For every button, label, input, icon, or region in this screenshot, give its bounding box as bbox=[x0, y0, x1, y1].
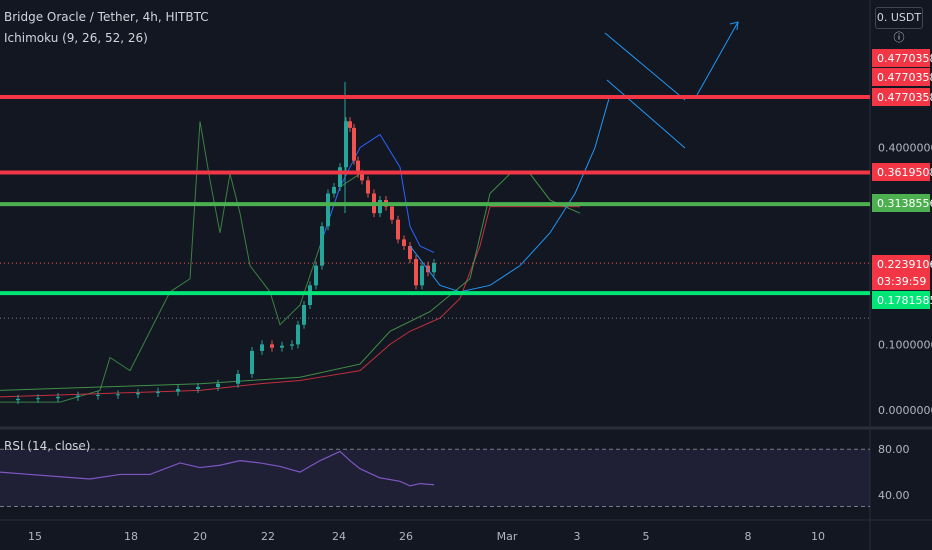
price-tag-box bbox=[872, 163, 930, 181]
rsi-level-label: 40.00 bbox=[878, 489, 910, 502]
candle-body bbox=[326, 193, 330, 227]
currency-selector[interactable]: 0. USDT ⓘ bbox=[875, 7, 923, 44]
candle-body bbox=[216, 383, 220, 388]
price-tag-box bbox=[872, 194, 930, 212]
time-axis-label: 24 bbox=[332, 530, 346, 543]
price-tag-label: 0.4770358 bbox=[877, 91, 932, 104]
time-axis-label: 20 bbox=[193, 530, 207, 543]
candle-body bbox=[270, 344, 274, 348]
time-axis-label: 3 bbox=[574, 530, 581, 543]
candle-body bbox=[260, 344, 264, 351]
candle-body bbox=[196, 387, 200, 390]
candle-body bbox=[332, 186, 336, 194]
rsi-band bbox=[0, 449, 870, 507]
projection-arrowhead bbox=[729, 21, 739, 31]
price-tag-label: 0.3619508 bbox=[877, 166, 932, 179]
rsi-level-label: 80.00 bbox=[878, 443, 910, 456]
price-tag-label: 0.3138556 bbox=[877, 197, 932, 210]
candle-body bbox=[390, 206, 394, 220]
price-tag-label: 03:39:59 bbox=[877, 275, 926, 288]
time-axis-label: Mar bbox=[497, 530, 518, 543]
time-axis-label: 5 bbox=[643, 530, 650, 543]
time-axis-label: 15 bbox=[28, 530, 42, 543]
price-tag-box bbox=[872, 291, 930, 309]
time-axis-label: 8 bbox=[745, 530, 752, 543]
candle-body bbox=[352, 127, 356, 161]
candle-body bbox=[136, 392, 140, 395]
projection-line-down-2 bbox=[606, 79, 686, 149]
price-tag-label: 0.4770358 bbox=[877, 52, 932, 65]
ichimoku-base-line bbox=[0, 206, 580, 398]
candle-body bbox=[250, 350, 254, 374]
candle-body bbox=[308, 285, 312, 306]
price-axis-label: 0.0000000 bbox=[878, 404, 932, 417]
price-tag-label: 0.2239106 bbox=[877, 258, 932, 271]
price-tag-box bbox=[872, 255, 930, 273]
price-tag-box bbox=[872, 88, 930, 106]
candle-body bbox=[420, 265, 424, 286]
candle-body bbox=[156, 391, 160, 393]
candle-body bbox=[290, 344, 294, 346]
rsi-indicator-label[interactable]: RSI (14, close) bbox=[4, 439, 91, 453]
candle-body bbox=[56, 396, 60, 399]
price-tag-label: 0.4770358 bbox=[877, 71, 932, 84]
ichimoku-lagging-span bbox=[0, 121, 361, 403]
candle-body bbox=[402, 239, 406, 246]
candle-body bbox=[320, 226, 324, 266]
candle-body bbox=[338, 167, 342, 187]
price-tag-box bbox=[872, 68, 930, 86]
time-axis-label: 26 bbox=[399, 530, 413, 543]
projection-line-down-1 bbox=[604, 32, 686, 101]
time-axis-label: 10 bbox=[811, 530, 825, 543]
projection-arc bbox=[409, 94, 611, 293]
price-axis-label: 0.1000000 bbox=[878, 338, 932, 351]
chart-title: Bridge Oracle / Tether, 4h, HITBTC bbox=[4, 10, 209, 24]
candle-body bbox=[236, 373, 240, 384]
candle-body bbox=[348, 121, 352, 128]
ichimoku-indicator-label[interactable]: Ichimoku (9, 26, 52, 26) bbox=[4, 31, 148, 45]
candle-body bbox=[360, 173, 364, 181]
candle-body bbox=[36, 398, 40, 400]
candle-body bbox=[302, 305, 306, 325]
candle-body bbox=[16, 398, 20, 401]
price-tag-box bbox=[872, 49, 930, 67]
time-axis-label: 22 bbox=[261, 530, 275, 543]
candle-body bbox=[414, 259, 418, 286]
time-axis-label: 18 bbox=[124, 530, 138, 543]
candle-body bbox=[432, 263, 436, 273]
candle-body bbox=[280, 345, 284, 348]
candle-body bbox=[344, 121, 348, 168]
candle-body bbox=[408, 245, 412, 260]
candle-body bbox=[296, 324, 300, 345]
candle-body bbox=[76, 395, 80, 397]
projection-arrow-up bbox=[696, 21, 739, 96]
candle-body bbox=[314, 265, 318, 286]
candle-body bbox=[96, 394, 100, 396]
price-tag-box bbox=[872, 272, 930, 290]
candle-body bbox=[396, 219, 400, 240]
rsi-line bbox=[0, 450, 435, 487]
candle-body bbox=[116, 394, 120, 396]
candle-body bbox=[176, 389, 180, 392]
ichimoku-conversion-line bbox=[319, 133, 435, 253]
candle-body bbox=[378, 200, 382, 214]
candle-body bbox=[366, 180, 370, 194]
price-tag-label: 0.1781585 bbox=[877, 294, 932, 307]
price-axis-label: 0.4000000 bbox=[878, 142, 932, 155]
candle-body bbox=[356, 160, 360, 174]
